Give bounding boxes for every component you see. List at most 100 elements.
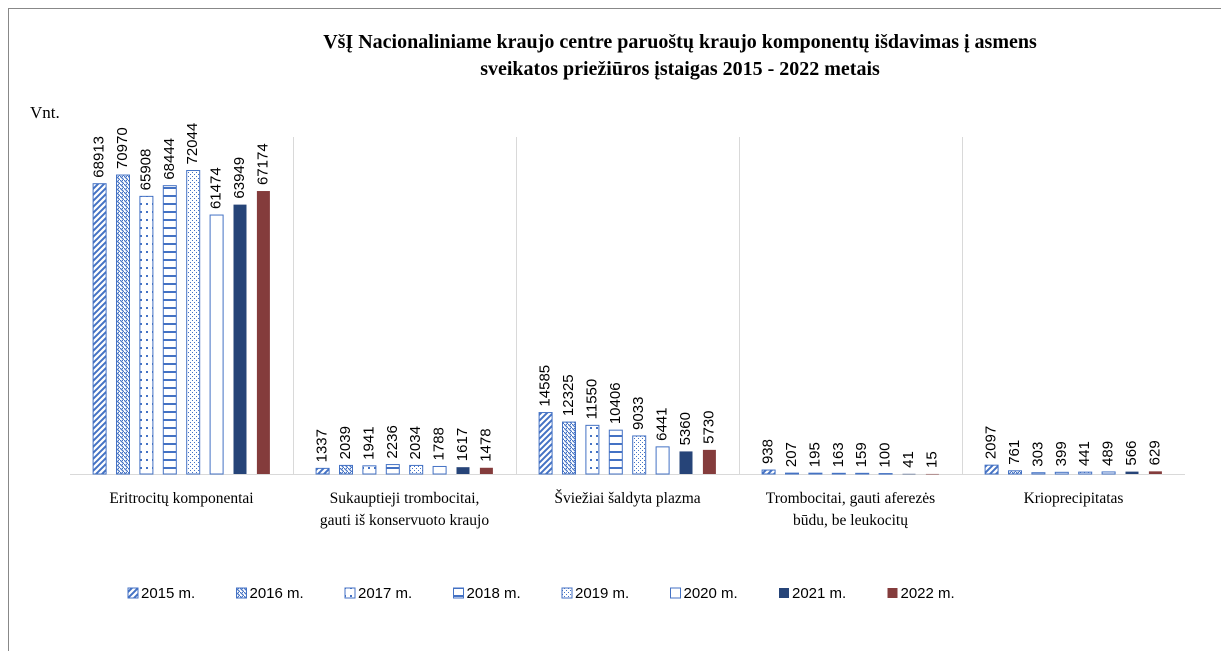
x-tick-label: Sukauptieji trombocitai, gauti iš konser… (319, 490, 490, 529)
bar (186, 170, 201, 475)
value-label: 1617 (454, 428, 471, 461)
value-label: 399 (1053, 441, 1070, 466)
legend-label: 2017 m. (358, 585, 412, 602)
bar (925, 473, 939, 475)
legend-swatch (670, 587, 681, 599)
legend-swatch (779, 588, 789, 598)
bar (116, 174, 130, 475)
x-tick-label: Šviežiai šaldyta plazma (554, 490, 701, 507)
value-label: 10406 (607, 382, 624, 424)
chart-border (8, 8, 1221, 651)
value-label: 195 (806, 442, 823, 467)
bar (339, 464, 353, 475)
chart-subtitle: sveikatos priežiūros įstaigas 2015 - 202… (480, 58, 880, 80)
value-label: 489 (1100, 441, 1117, 466)
value-label: 14585 (537, 365, 554, 407)
value-label: 70970 (114, 127, 131, 169)
value-label: 1941 (360, 426, 377, 459)
legend-swatch (453, 587, 464, 599)
value-label: 2039 (337, 426, 354, 459)
value-label: 159 (853, 442, 870, 467)
legend-swatch (344, 587, 356, 599)
value-label: 566 (1123, 441, 1140, 466)
bar (562, 421, 576, 475)
value-label: 163 (830, 442, 847, 467)
x-tick-label: Trombocitai, gauti aferezės būdu, be leu… (765, 490, 936, 529)
value-label: 5360 (677, 412, 694, 445)
value-label: 68913 (91, 136, 108, 178)
bar (1078, 471, 1093, 475)
bar (409, 464, 424, 475)
value-label: 11550 (583, 379, 600, 420)
legend-label: 2016 m. (250, 585, 304, 602)
bar (456, 467, 470, 474)
legend-swatch (887, 588, 898, 598)
legend-label: 2022 m. (901, 585, 955, 602)
bar (92, 183, 107, 475)
bar (1008, 470, 1022, 475)
bar (362, 465, 377, 475)
bar (761, 469, 776, 475)
value-label: 2236 (384, 425, 401, 458)
bar (1101, 471, 1116, 475)
value-label: 100 (877, 443, 894, 468)
value-label: 72044 (184, 123, 201, 165)
legend-swatch (561, 587, 573, 599)
bar (585, 424, 600, 475)
value-label: 303 (1029, 442, 1046, 467)
bar (432, 465, 447, 475)
bar (1148, 471, 1162, 474)
bar (139, 195, 154, 475)
bar (878, 473, 893, 475)
bar (1054, 471, 1069, 475)
legend-label: 2015 m. (141, 585, 195, 602)
bar (1031, 472, 1046, 475)
value-label: 65908 (137, 149, 154, 191)
value-label: 12325 (560, 374, 577, 416)
legend-swatch (236, 587, 247, 599)
legend-label: 2019 m. (575, 585, 629, 602)
y-axis-label: Vnt. (30, 103, 60, 122)
value-label: 1478 (477, 428, 494, 461)
bar (479, 467, 493, 474)
bar (256, 191, 270, 474)
value-label: 938 (760, 439, 777, 464)
legend-label: 2020 m. (684, 585, 738, 602)
bar (1125, 471, 1139, 474)
value-label: 2034 (407, 426, 424, 459)
bar (538, 412, 553, 475)
bar (808, 472, 823, 475)
value-label: 9033 (630, 397, 647, 430)
legend-label: 2021 m. (792, 585, 846, 602)
x-tick-label: Krioprecipitatas (1023, 490, 1124, 507)
value-label: 67174 (254, 143, 271, 185)
bar (315, 467, 330, 475)
value-label: 61474 (208, 167, 225, 209)
value-label: 15 (923, 451, 940, 468)
chart-title: VšĮ Nacionaliniame kraujo centre paruošt… (323, 31, 1037, 53)
legend-label: 2018 m. (467, 585, 521, 602)
bar (984, 464, 999, 475)
bar (855, 472, 870, 475)
bar (162, 185, 177, 475)
value-label: 441 (1076, 441, 1093, 466)
value-label: 2097 (983, 426, 1000, 459)
value-label: 1337 (314, 429, 331, 462)
legend-swatch (127, 587, 139, 599)
bar (608, 429, 623, 475)
value-label: 6441 (654, 407, 671, 440)
bar (233, 204, 247, 474)
bar (385, 464, 400, 475)
value-label: 207 (783, 442, 800, 467)
bar (902, 473, 916, 475)
value-label: 41 (900, 451, 917, 468)
value-label: 1788 (431, 427, 448, 460)
value-label: 5730 (700, 410, 717, 443)
value-label: 68444 (161, 138, 178, 180)
x-tick-label: Eritrocitų komponentai (109, 490, 254, 507)
bar (831, 472, 846, 475)
bar (785, 472, 799, 475)
value-label: 761 (1006, 440, 1023, 465)
